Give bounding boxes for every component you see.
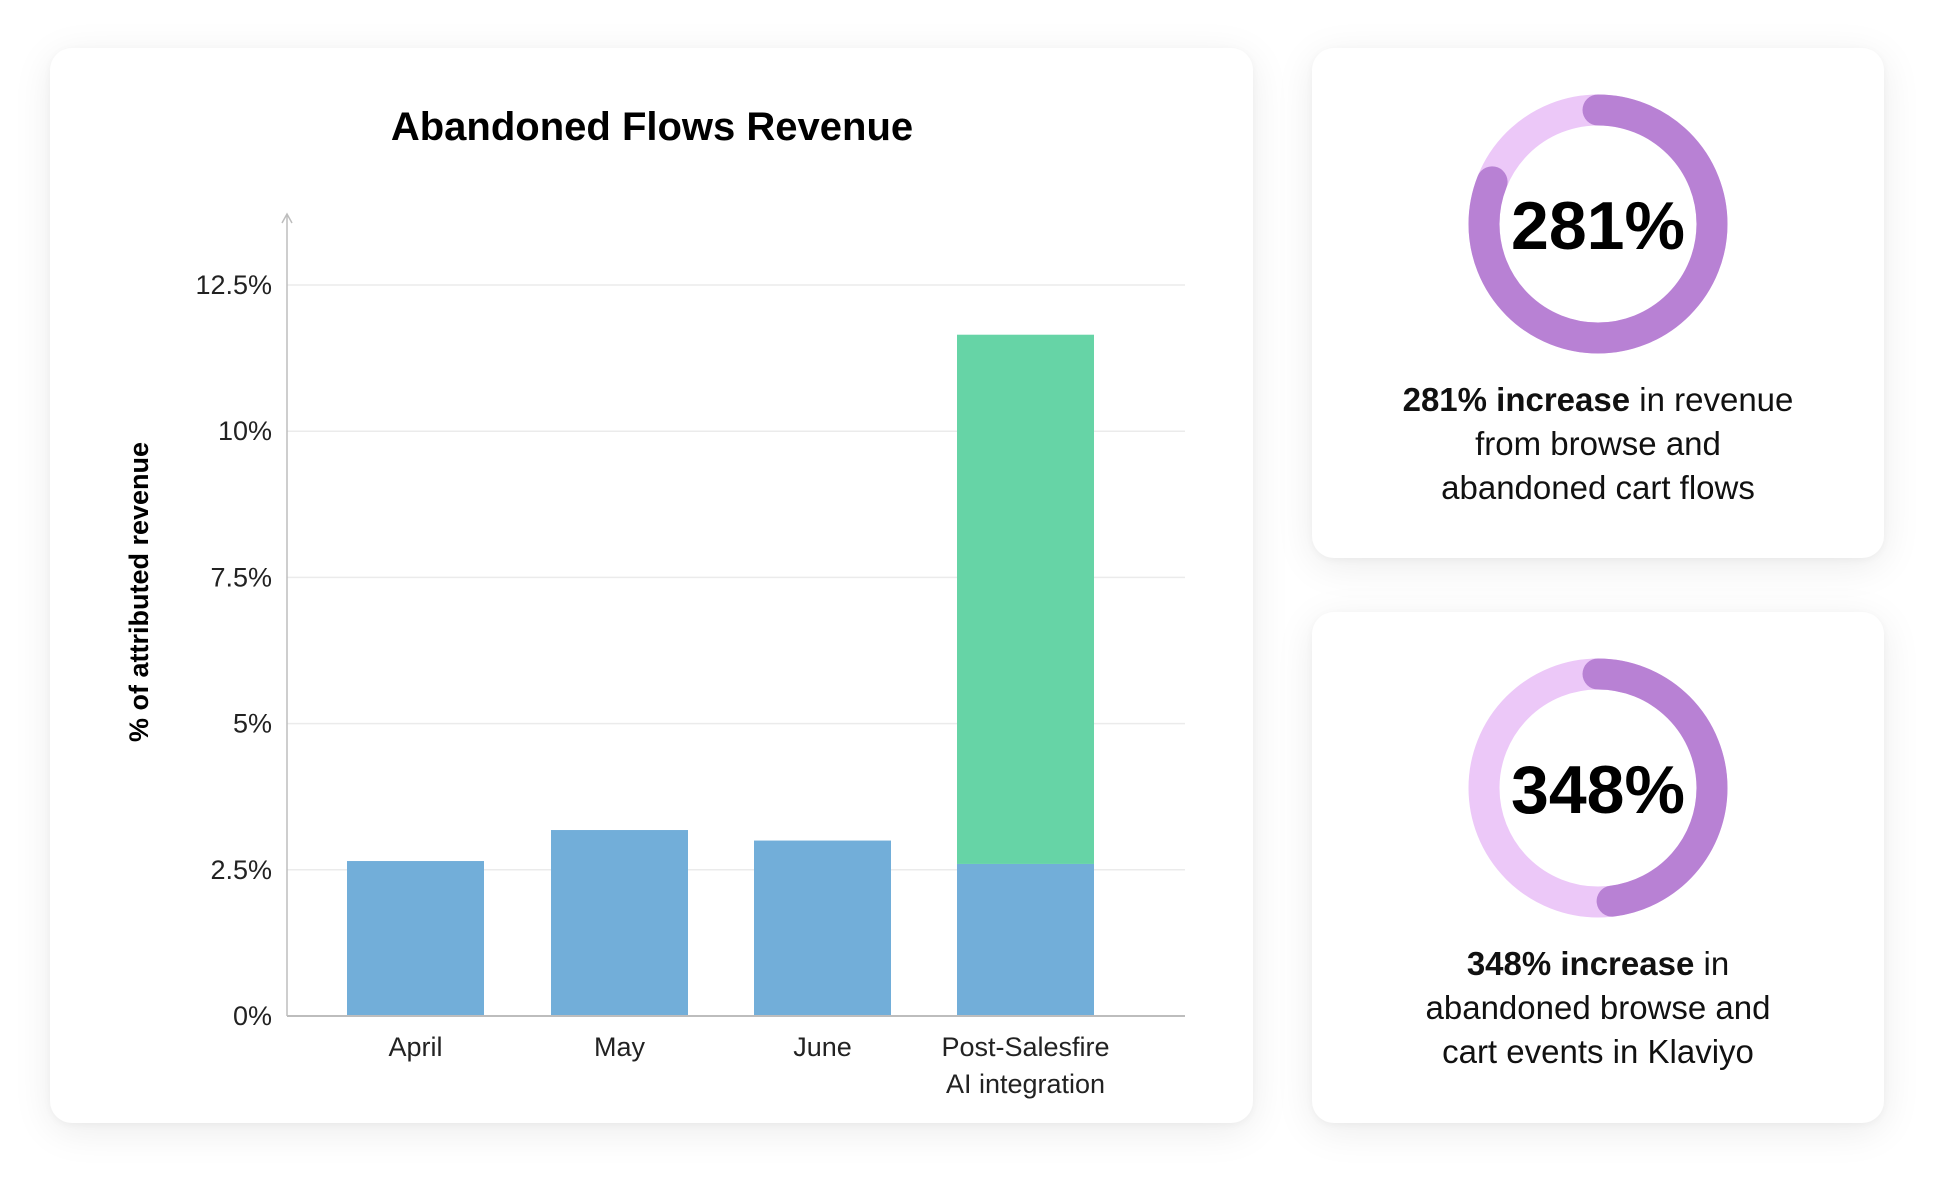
stat-line: cart events in Klaviyo <box>1442 1033 1754 1070</box>
stat-line: abandoned cart flows <box>1441 469 1755 506</box>
y-tick-label: 2.5% <box>210 855 272 885</box>
stat-description: 348% increase in abandoned browse and cart… <box>1312 942 1884 1074</box>
x-tick-label: April <box>388 1032 442 1062</box>
stat-card-events: 348% 348% increase in abandoned browse and… <box>1312 612 1884 1123</box>
x-tick-label: Post-Salesfire <box>941 1032 1109 1062</box>
bar-increase <box>957 334 1094 864</box>
bar-base <box>347 861 484 1016</box>
y-tick-label: 10% <box>218 416 272 446</box>
stat-description: 281% increase in revenue from browse and a… <box>1312 378 1884 510</box>
stat-card-revenue: 281% 281% increase in revenue from browse … <box>1312 48 1884 558</box>
stat-line-rest: in <box>1694 945 1730 982</box>
y-tick-label: 12.5% <box>195 270 272 300</box>
bar-base <box>551 830 688 1016</box>
y-tick-label: 7.5% <box>210 562 272 592</box>
donut-value: 281% <box>1511 188 1685 264</box>
donut-chart: 281% <box>1468 94 1728 354</box>
x-tick-label: May <box>594 1032 646 1062</box>
stat-line: abandoned browse and <box>1425 989 1771 1026</box>
stat-line-rest: in revenue <box>1630 381 1794 418</box>
donut-progress <box>1468 94 1728 354</box>
stat-line: 281% increase in revenue <box>1312 378 1884 422</box>
stat-highlight: 281% increase <box>1402 381 1631 418</box>
stat-line: 348% increase in <box>1312 942 1884 986</box>
donut-chart: 348% <box>1468 658 1728 918</box>
chart-title: Abandoned Flows Revenue <box>391 105 913 149</box>
stat-line: from browse and <box>1475 425 1721 462</box>
donut-progress <box>1468 658 1728 918</box>
bar-base <box>754 840 891 1016</box>
y-axis-arrow-icon <box>281 212 293 224</box>
x-tick-label: AI integration <box>946 1069 1105 1099</box>
bar-base <box>957 863 1094 1016</box>
y-axis-label: % of attributed revenue <box>124 442 154 742</box>
y-tick-label: 5% <box>233 709 272 739</box>
stat-highlight: 348% increase <box>1466 945 1695 982</box>
x-tick-label: June <box>793 1032 852 1062</box>
donut-value: 348% <box>1511 752 1685 828</box>
y-tick-label: 0% <box>233 1001 272 1031</box>
